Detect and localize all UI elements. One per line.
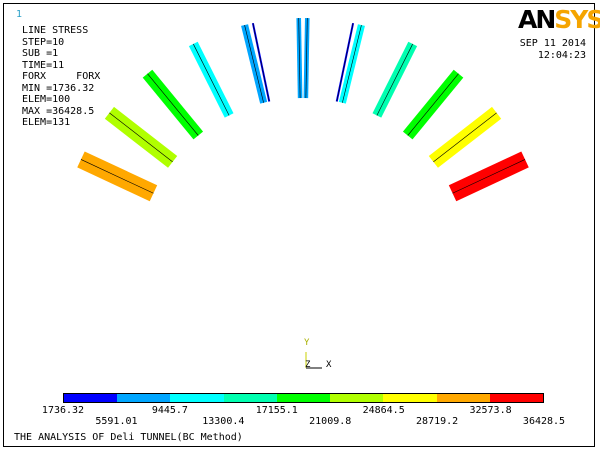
element-edge (376, 43, 413, 116)
triad-x-label: X (326, 360, 332, 370)
legend-swatch-6 (383, 394, 437, 402)
legend-label: 24864.5 (362, 405, 405, 416)
info-line: LINE STRESS (22, 25, 89, 36)
legend-label: 1736.32 (41, 405, 85, 416)
info-line: TIME=11 (22, 59, 65, 71)
ansys-logo: ANSYS (518, 5, 600, 34)
element-edge (452, 159, 526, 194)
plot-info: LINE STRESS STEP=10 SUB =1 TIME=11 FORX … (22, 25, 100, 129)
legend-label: 21009.8 (309, 416, 352, 427)
legend-label: 28719.2 (416, 416, 459, 427)
legend-swatch-1 (117, 394, 171, 402)
element-edge (407, 73, 459, 136)
legend-label: 36428.5 (522, 416, 566, 427)
element-edge (244, 25, 264, 103)
date-stamp: SEP 11 2014 12:04:23 (520, 38, 586, 62)
element-edge (80, 159, 154, 194)
time-text: 12:04:23 (537, 50, 586, 61)
legend-swatch-8 (489, 394, 543, 402)
legend-swatch-2 (170, 394, 224, 402)
element-edge (147, 73, 199, 136)
element-edge (433, 112, 497, 163)
contour-legend-bar (63, 393, 544, 403)
legend-swatch-4 (276, 394, 331, 402)
legend-label: 9445.7 (151, 405, 188, 416)
element-edge (298, 18, 301, 99)
info-line: FORX FORX (22, 71, 101, 82)
element-edge (336, 23, 354, 102)
legend-label: 13300.4 (202, 416, 245, 427)
graphics-frame (3, 3, 595, 447)
date-text: SEP 11 2014 (519, 38, 586, 49)
legend-swatch-5 (330, 394, 384, 402)
legend-label: 17155.1 (255, 405, 298, 416)
window-number: 1 (16, 9, 23, 20)
triad-z-label: Z (305, 360, 311, 370)
element-edge (109, 112, 173, 163)
legend-swatch-7 (436, 394, 490, 402)
info-line: SUB =1 (22, 48, 59, 59)
plot-caption: THE ANALYSIS OF Deli TUNNEL(BC Method) (14, 432, 243, 443)
info-line: MAX =36428.5 (22, 105, 95, 117)
triad-y-label: Y (304, 338, 310, 348)
element-edge (252, 23, 270, 102)
info-line: STEP=10 (22, 36, 65, 48)
legend-swatch-0 (64, 394, 118, 402)
info-line: ELEM=131 (22, 117, 71, 128)
info-line: ELEM=100 (22, 94, 71, 105)
element-edge (342, 25, 362, 103)
legend-label: 5591.01 (95, 416, 138, 427)
tunnel-elements (77, 17, 529, 202)
legend-label: 32573.8 (469, 405, 512, 416)
element-edge (305, 18, 308, 99)
info-line: MIN =1736.32 (22, 82, 95, 94)
axis-triad (305, 352, 322, 369)
element-edge (193, 43, 230, 116)
legend-swatch-3 (223, 394, 277, 402)
